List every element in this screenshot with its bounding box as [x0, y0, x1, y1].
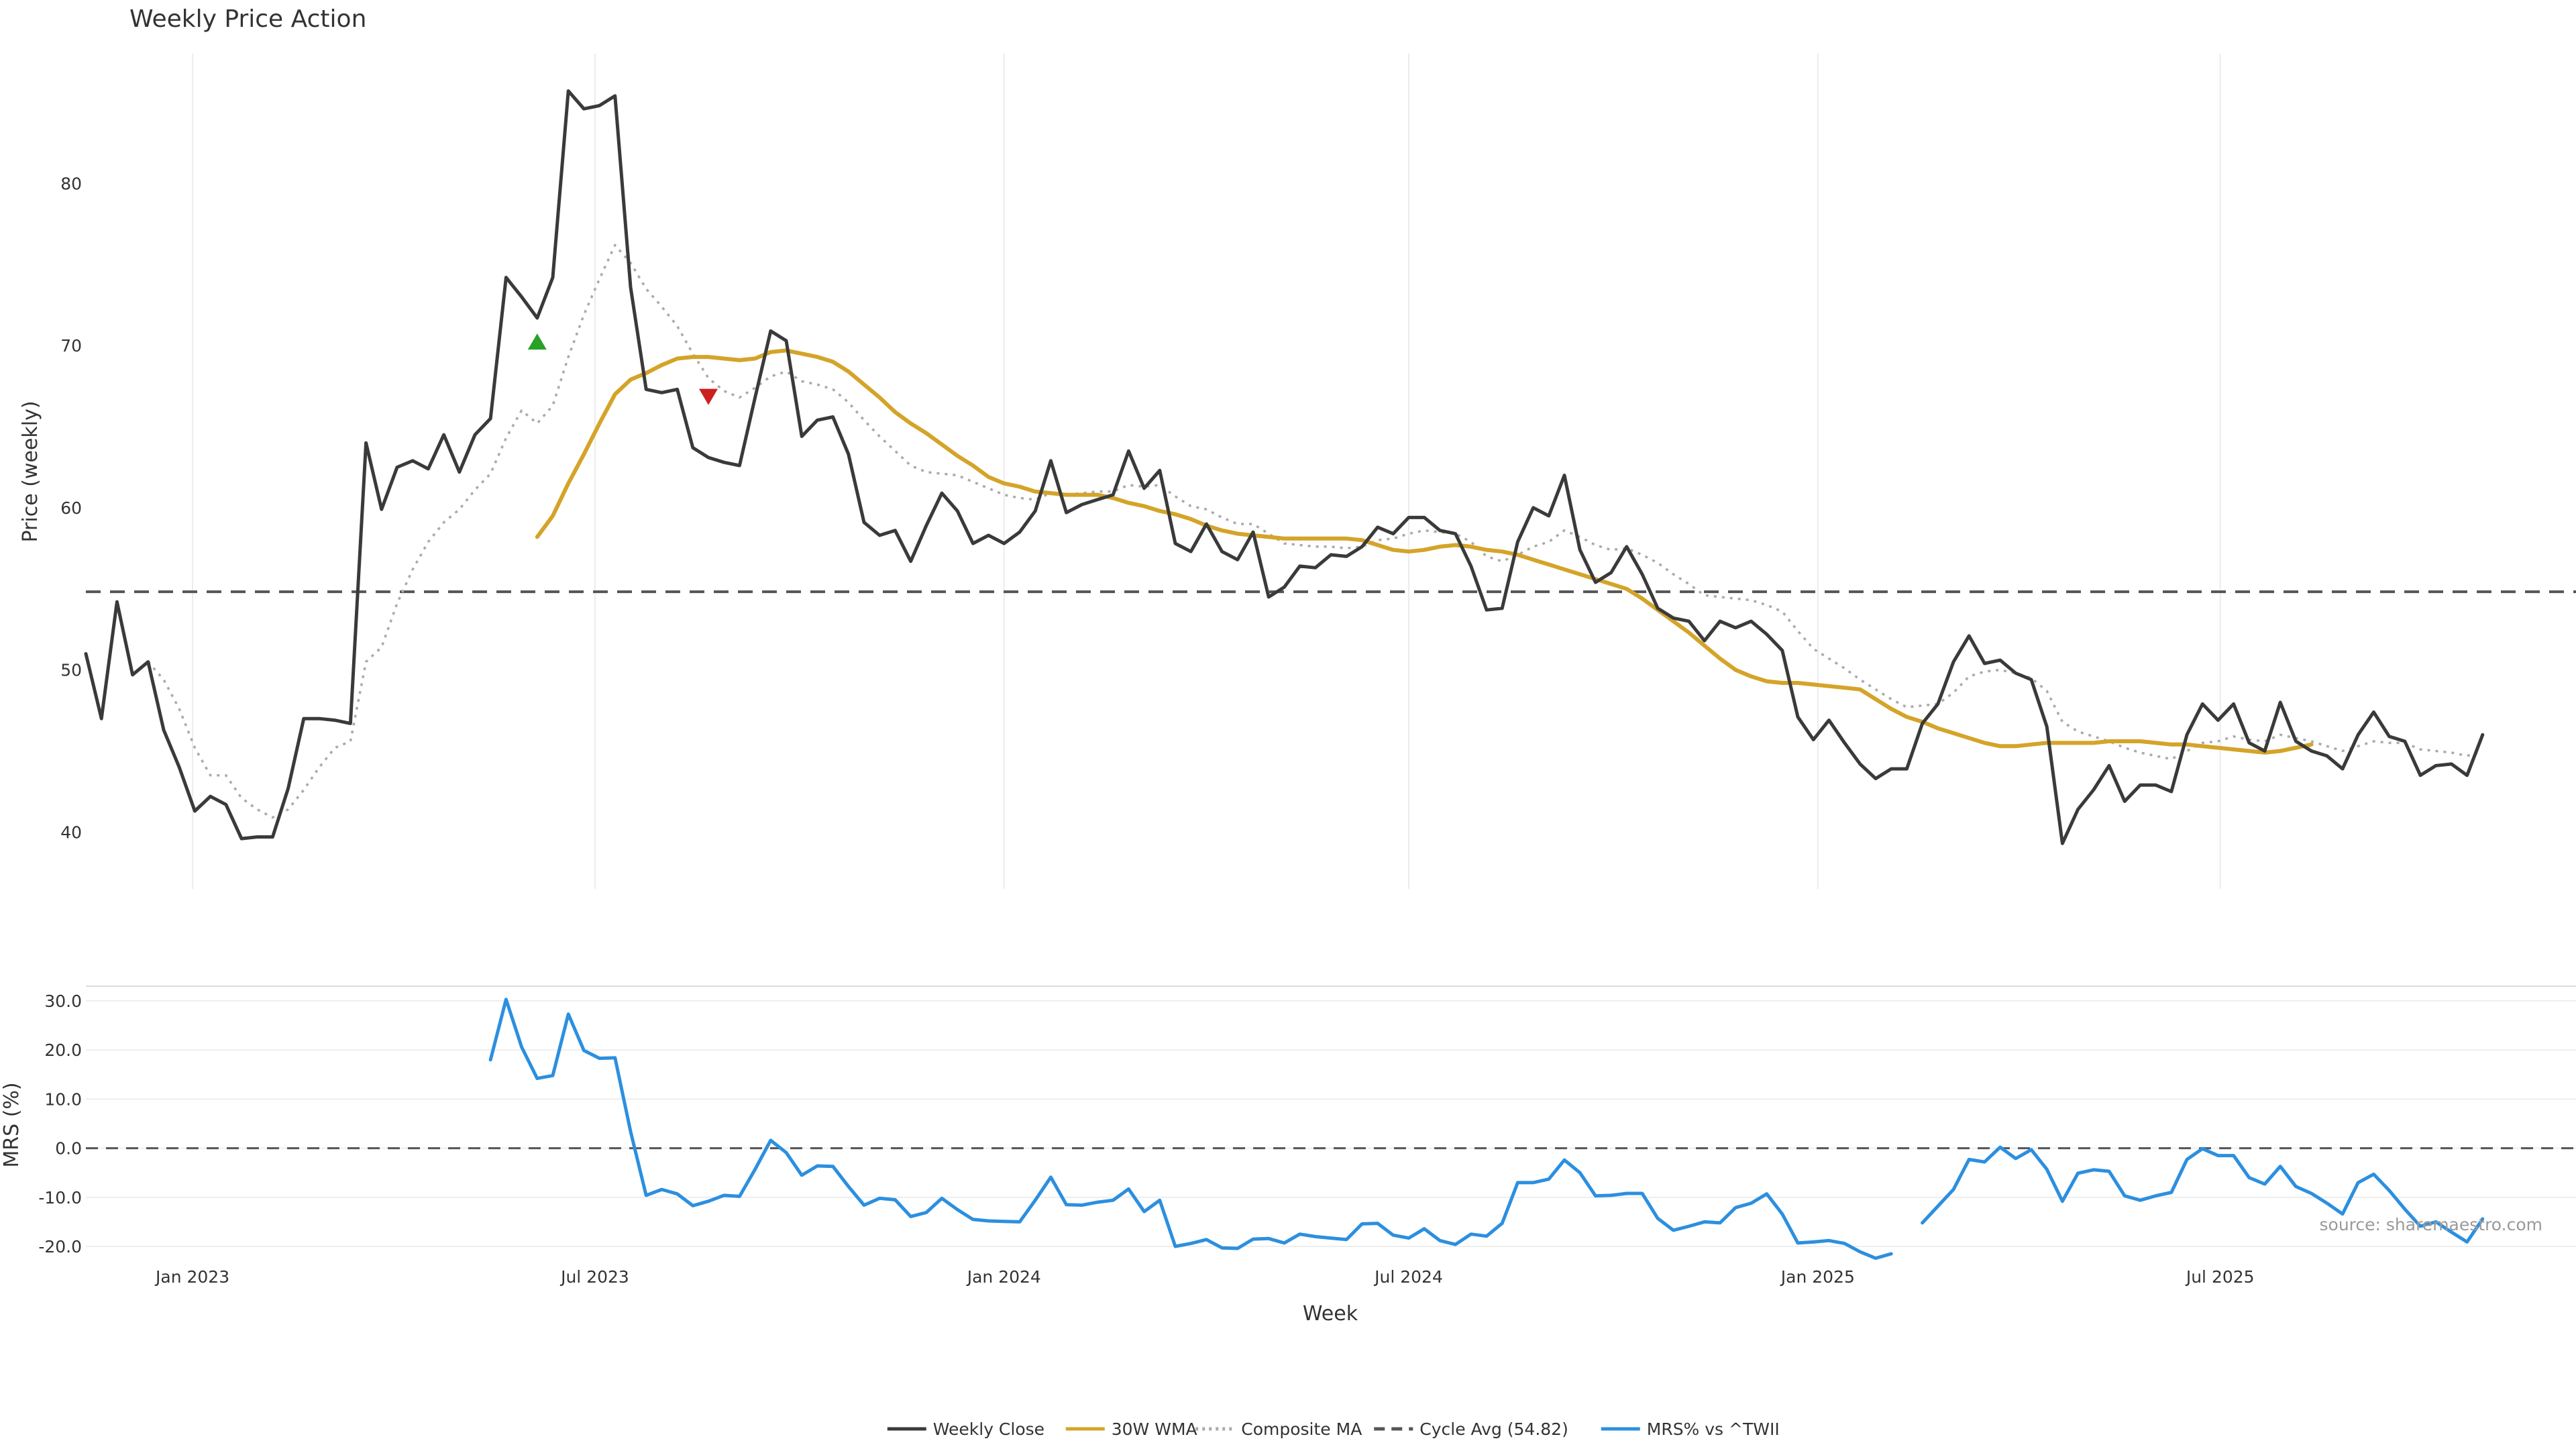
legend-item: 30W WMA [1065, 1419, 1197, 1439]
legend-item: MRS% vs ^TWII [1601, 1419, 1780, 1439]
mrs-y-tick-label: -10.0 [38, 1188, 82, 1208]
legend-label: 30W WMA [1112, 1419, 1197, 1439]
price-y-axis-label: Price (weekly) [19, 400, 42, 542]
buy-signal-marker [527, 333, 547, 350]
mrs-y-tick-label: 30.0 [44, 991, 82, 1011]
mrs-panel-plot [86, 998, 2576, 1260]
mrs-y-tick-label: -20.0 [38, 1237, 82, 1256]
mrs-y-axis-label: MRS (%) [0, 1082, 23, 1167]
legend-label: Weekly Close [933, 1419, 1044, 1439]
chart-title: Weekly Price Action [129, 5, 366, 33]
x-axis-label: Week [1303, 1302, 1358, 1326]
price-y-tick-label: 70 [60, 336, 82, 356]
mrs-y-tick-label: 20.0 [44, 1040, 82, 1060]
x-tick-label: Jan 2025 [1780, 1267, 1855, 1287]
weekly-close-line [84, 89, 2485, 845]
legend-label: Composite MA [1241, 1419, 1362, 1439]
x-tick-label: Jan 2024 [966, 1267, 1041, 1287]
mrs-line [1921, 1145, 2485, 1244]
mrs-line [488, 998, 1893, 1260]
price-y-tick-label: 40 [60, 822, 82, 842]
price-y-tick-label: 60 [60, 498, 82, 518]
x-tick-label: Jul 2025 [2185, 1267, 2255, 1287]
mrs-y-tick-label: 10.0 [44, 1089, 82, 1109]
legend-item: Composite MA [1195, 1419, 1362, 1439]
mrs-y-tick-label: 0.0 [55, 1139, 82, 1159]
legend-label: MRS% vs ^TWII [1647, 1419, 1780, 1439]
x-ticks: Jan 2023 Jul 2023 Jan 2024 Jul 2024 Jan 2025… [154, 1267, 2255, 1287]
price-y-tick-label: 80 [60, 174, 82, 193]
legend: Weekly Close 30W WMA Composite MA Cycle Avg… [887, 1419, 1780, 1439]
legend-item: Weekly Close [887, 1419, 1044, 1439]
price-panel-plot [84, 89, 2576, 845]
price-y-ticks: 40 50 60 70 80 [60, 174, 82, 842]
sell-signal-marker [699, 388, 718, 405]
x-tick-label: Jul 2023 [559, 1267, 629, 1287]
legend-item: Cycle Avg (54.82) [1374, 1419, 1568, 1439]
wma-30w-line [535, 348, 2314, 755]
price-panel-grid [192, 54, 2221, 889]
mrs-y-ticks: 30.0 20.0 10.0 0.0 -10.0 -20.0 [38, 991, 82, 1256]
composite-ma-line [147, 244, 2483, 819]
legend-label: Cycle Avg (54.82) [1419, 1419, 1568, 1439]
mrs-panel-grid [86, 985, 2576, 1248]
source-watermark: source: sharemaestro.com [2320, 1215, 2543, 1234]
x-tick-label: Jan 2023 [154, 1267, 229, 1287]
x-tick-label: Jul 2024 [1373, 1267, 1443, 1287]
price-y-tick-label: 50 [60, 661, 82, 680]
